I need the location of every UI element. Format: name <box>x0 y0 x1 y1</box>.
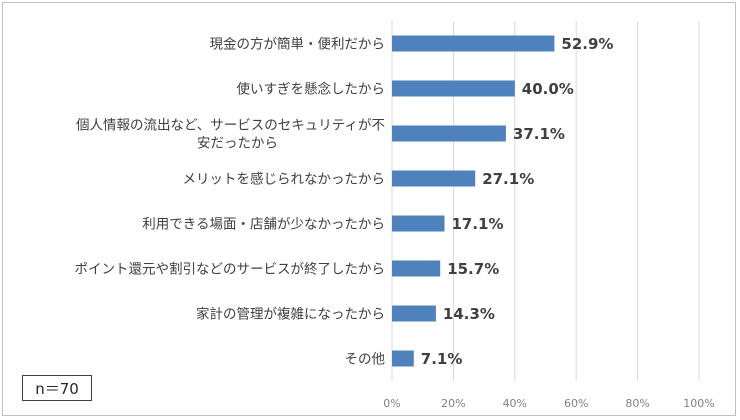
category-label: ポイント還元や割引などのサービスが終了したから <box>75 261 386 278</box>
x-tick-label: 40% <box>503 397 527 410</box>
bar <box>392 215 445 232</box>
bar <box>392 35 555 52</box>
bar-chart: 0% 20% 40% 60% 80% 100% 52.9% 現金の方が簡単・便利だから 40.0… <box>75 21 715 410</box>
sample-size-box: n＝70 <box>22 375 92 401</box>
category-label: 使いすぎを懸念したから <box>237 81 386 98</box>
data-label: 37.1% <box>513 125 565 143</box>
category-label: 現金の方が簡単・便利だから <box>210 37 386 53</box>
x-tick-label: 60% <box>564 397 588 410</box>
data-label: 7.1% <box>421 350 463 368</box>
bar <box>392 305 436 322</box>
category-label: その他 <box>345 352 386 368</box>
bar <box>392 125 506 142</box>
data-label: 27.1% <box>482 170 534 188</box>
category-label: 利用できる場面・店舗が少なかったから <box>142 217 385 233</box>
x-tick-label: 100% <box>683 397 714 410</box>
x-tick-label: 80% <box>625 397 649 410</box>
x-tick-label: 0% <box>383 397 400 410</box>
data-label: 17.1% <box>451 215 503 233</box>
data-label: 14.3% <box>443 305 495 323</box>
bar <box>392 170 476 187</box>
data-label: 52.9% <box>561 35 613 53</box>
category-label: 家計の管理が複雑になったから <box>196 306 385 323</box>
data-label: 15.7% <box>447 260 499 278</box>
bar <box>392 260 441 277</box>
category-label: 個人情報の流出など、サービスのセキュリティが不 <box>76 118 385 134</box>
data-label: 40.0% <box>522 80 574 98</box>
x-tick-label: 20% <box>441 397 465 410</box>
chart-frame: 0% 20% 40% 60% 80% 100% 52.9% 現金の方が簡単・便利だから 40.0… <box>2 2 736 416</box>
sample-size-label: n＝70 <box>35 379 79 398</box>
category-label: 安だったから <box>197 136 278 152</box>
bar <box>392 350 414 367</box>
bar <box>392 80 515 97</box>
category-label: メリットを感じられなかったから <box>183 171 386 188</box>
